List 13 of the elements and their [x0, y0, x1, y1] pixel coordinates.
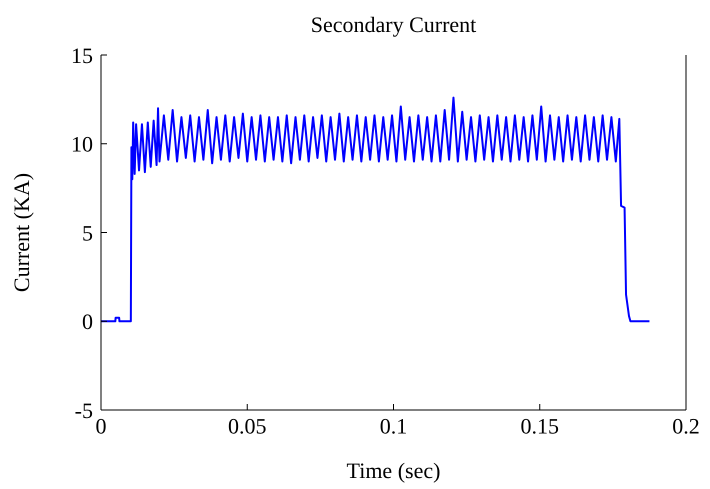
y-tick-label: -5: [74, 398, 93, 423]
line-series: [101, 96, 650, 322]
y-tick-label: 0: [82, 309, 93, 334]
x-tick-label: 0.15: [520, 414, 559, 439]
y-tick-label: 5: [82, 220, 93, 246]
x-tick-label: 0.2: [672, 414, 700, 439]
y-tick-label: 15: [71, 42, 93, 68]
x-tick-label: 0.1: [380, 414, 408, 439]
x-tick-label: 0.05: [228, 414, 266, 439]
x-axis-title: Time (sec): [346, 458, 440, 483]
chart-title: Secondary Current: [310, 12, 478, 38]
y-axis-title: Current (KA): [8, 172, 34, 292]
y-tick-label: 10: [71, 132, 93, 157]
